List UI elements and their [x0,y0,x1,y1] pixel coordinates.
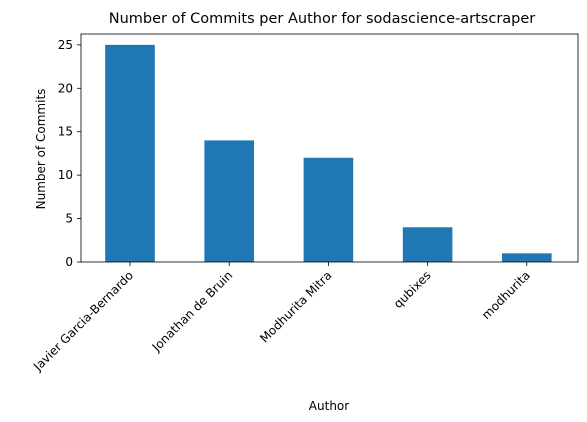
x-axis-ticks: Javier Garcia-Bernardo Jonathan de Bruin M… [30,262,533,374]
plot-frame [80,33,579,263]
x-tick-label-2: Modhurita Mitra [257,268,334,345]
y-tick-label-2: 10 [58,168,73,182]
bars-group [105,44,552,262]
y-tick-label-1: 5 [65,212,73,226]
x-tick-label-4: modhurita [479,268,533,322]
y-tick-label-0: 0 [65,255,73,269]
bar-1 [204,140,254,262]
x-tick-label-3: qubixes [391,268,434,311]
bar-0 [105,44,155,262]
y-axis-label: Number of Commits [34,89,48,210]
x-tick-label-0: Javier Garcia-Bernardo [30,268,136,374]
y-tick-label-5: 25 [58,38,73,52]
bar-2 [303,157,354,262]
bar-4 [502,253,552,262]
bar-3 [402,227,453,262]
y-tick-label-4: 20 [58,81,73,95]
x-tick-label-1: Jonathan de Bruin [149,268,236,355]
y-tick-label-3: 15 [58,125,73,139]
y-axis-ticks: 0 5 10 15 20 25 [58,38,81,269]
x-axis-label: Author [309,399,349,413]
chart-title: Number of Commits per Author for sodasci… [109,11,536,27]
